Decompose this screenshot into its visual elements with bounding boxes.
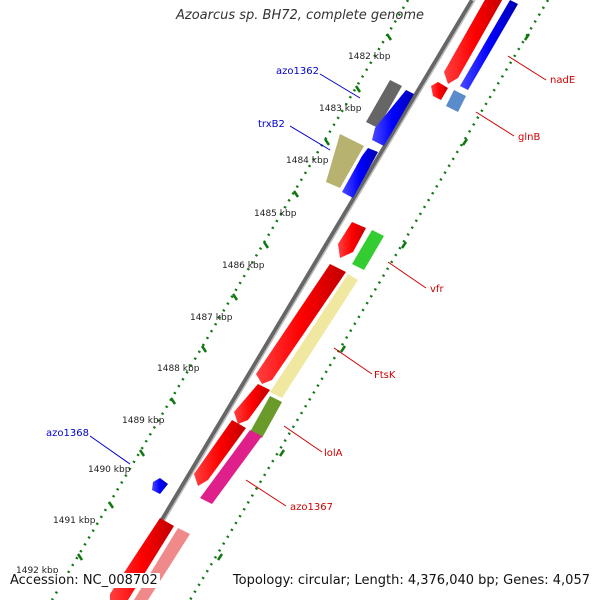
gene-vfr[interactable] xyxy=(352,230,384,270)
gene-azo1362[interactable] xyxy=(366,80,402,128)
gene-red-long[interactable] xyxy=(256,264,346,384)
gene-label-glnB[interactable]: glnB xyxy=(518,132,540,143)
leader-FtsK xyxy=(333,347,373,375)
topology-label: Topology: circular; Length: 4,376,040 bp… xyxy=(230,573,592,588)
gene-red-small-right[interactable] xyxy=(431,82,448,100)
gene-glnB[interactable] xyxy=(446,90,466,112)
gene-red-lower[interactable] xyxy=(194,420,246,486)
leader-nadE xyxy=(507,55,547,81)
accession-label: Accession: NC_008702 xyxy=(8,573,160,588)
scale-label: 1489 kbp xyxy=(122,416,165,426)
gene-label-FtsK[interactable]: FtsK xyxy=(374,370,396,381)
gene-label-azo1367[interactable]: azo1367 xyxy=(290,502,333,513)
scale-ticks-left xyxy=(76,33,393,561)
gene-azo1368[interactable] xyxy=(152,478,168,494)
backbone-highlight xyxy=(116,0,476,600)
genome-backbone xyxy=(112,0,474,600)
scale-label: 1484 kbp xyxy=(286,156,329,166)
gene-blue-lower[interactable] xyxy=(342,148,378,198)
gene-blue-mid[interactable] xyxy=(372,90,414,146)
leader-vfr xyxy=(387,261,427,289)
leader-glnB xyxy=(475,111,515,137)
scale-label: 1491 kbp xyxy=(53,516,96,526)
gene-label-trxB2[interactable]: trxB2 xyxy=(258,119,285,130)
gene-label-lolA[interactable]: lolA xyxy=(324,448,343,459)
map-title: Azoarcus sp. BH72, complete genome xyxy=(175,8,425,23)
scale-track-right xyxy=(188,0,550,600)
gene-azo1367[interactable] xyxy=(200,430,262,504)
scale-label: 1486 kbp xyxy=(222,261,265,271)
gene-red-arrow-b[interactable] xyxy=(234,384,270,424)
gene-label-nadE[interactable]: nadE xyxy=(550,75,575,86)
scale-label: 1492 kbp xyxy=(16,566,59,576)
leader-trxB2 xyxy=(289,125,331,151)
scale-label: 1485 kbp xyxy=(254,209,297,219)
leader-azo1368 xyxy=(89,435,131,465)
scale-label: 1487 kbp xyxy=(190,313,233,323)
scale-ticks-right xyxy=(216,33,531,561)
gene-FtsK[interactable] xyxy=(270,274,358,398)
leader-azo1362 xyxy=(319,73,361,99)
gene-label-vfr[interactable]: vfr xyxy=(430,284,444,295)
leader-lolA xyxy=(283,425,323,453)
gene-nadE[interactable] xyxy=(444,0,505,84)
leader-azo1367 xyxy=(245,479,287,507)
scale-label: 1483 kbp xyxy=(319,104,362,114)
scale-labels: 1482 kbp 1483 kbp 1484 kbp 1485 kbp 1486… xyxy=(16,52,391,576)
scale-track-left xyxy=(50,0,410,600)
scale-label: 1488 kbp xyxy=(157,364,200,374)
gene-blue-upper-right[interactable] xyxy=(460,0,518,90)
scale-label: 1482 kbp xyxy=(348,52,391,62)
gene-red-arrow-a[interactable] xyxy=(338,222,366,258)
gene-lolA[interactable] xyxy=(250,396,282,438)
gene-label-azo1368[interactable]: azo1368 xyxy=(46,428,89,439)
gene-label-azo1362[interactable]: azo1362 xyxy=(276,66,319,77)
gene-trxB2[interactable] xyxy=(326,134,364,188)
scale-label: 1490 kbp xyxy=(88,465,131,475)
